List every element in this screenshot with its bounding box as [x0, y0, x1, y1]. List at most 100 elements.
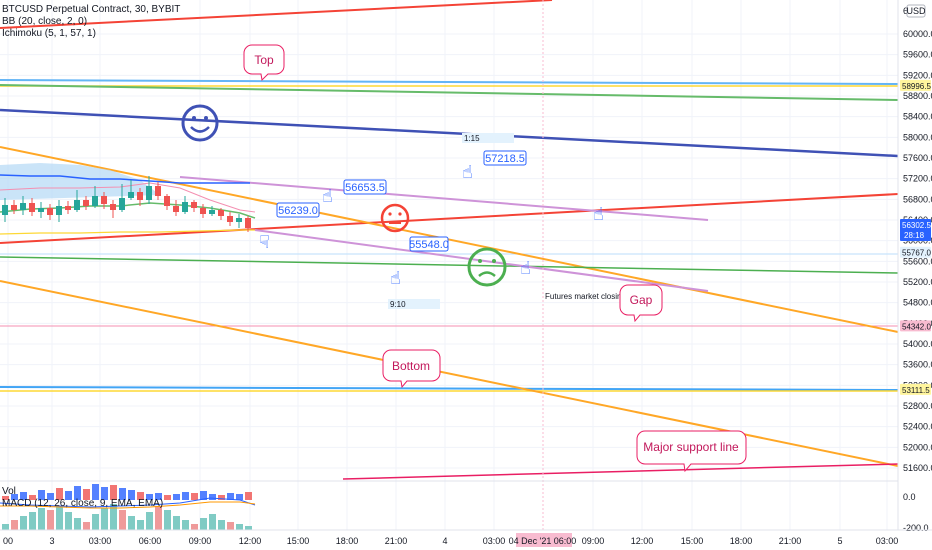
label-56653[interactable]: 56653.5 [343, 179, 387, 195]
macd-bar [74, 518, 81, 530]
label-55548[interactable]: 55548.0 [409, 236, 449, 252]
volume-bar [65, 491, 72, 500]
candle-body [218, 210, 224, 216]
volume-bar [191, 493, 198, 500]
candle-body [119, 198, 125, 210]
volume-bar [110, 485, 117, 500]
candlesticks [2, 176, 251, 232]
price-tag [900, 219, 931, 242]
bubble-top[interactable]: Top [243, 44, 285, 82]
y-tick-label: 54800.0 [903, 298, 932, 308]
x-tick-label: 03:00 [483, 536, 506, 546]
macd-bar [56, 506, 63, 530]
x-tick-label: 21:00 [779, 536, 802, 546]
bubble-major-support-text: Major support line [643, 440, 739, 454]
legend-vol: Vol [2, 486, 16, 497]
volume-bar [92, 484, 99, 500]
volume-bar [38, 490, 45, 500]
price-axis[interactable]: 60000.0 59600.0 59200.0 58800.0 58400.0 58000… [897, 0, 932, 550]
bubble-bottom[interactable]: Bottom [382, 349, 441, 389]
volume-bar [173, 494, 180, 500]
x-tick-label: 03:00 [89, 536, 112, 546]
legend-bb: BB (20, close, 2, 0) [2, 16, 87, 27]
crosshair-date-badge [516, 533, 572, 547]
svg-text:☝: ☝ [462, 162, 473, 183]
macd-bar [20, 516, 27, 530]
y-tick-label: 60000.0 [903, 29, 932, 39]
volume-bar [146, 494, 153, 500]
candle-body [101, 196, 107, 204]
candle-body [164, 196, 170, 206]
volume-bar [218, 495, 225, 500]
volume-bars [2, 484, 252, 500]
futures-note-text: Futures market closing [545, 292, 626, 301]
y-tick-label: 56800.0 [903, 194, 932, 204]
x-tick-label: 12:00 [239, 536, 262, 546]
trendline-orange-upper [0, 146, 899, 333]
futures-note: Futures market closing [545, 292, 626, 301]
volume-bar [155, 493, 162, 500]
neutral-face-red-icon [380, 203, 410, 233]
trendline-violet-upper [179, 176, 709, 221]
volume-bar [47, 493, 54, 500]
volume-bar [164, 495, 171, 500]
candle-body [155, 186, 161, 196]
candle-body [137, 192, 143, 200]
legend-macd: MACD (12, 26, close, 9, EMA, EMA) [2, 498, 163, 509]
svg-text:☝: ☝ [593, 204, 604, 225]
volume-bar [29, 495, 36, 500]
trendline-red-rising [0, 193, 899, 244]
price-tag [900, 320, 931, 332]
x-tick-label: 12:00 [631, 536, 654, 546]
label-56239[interactable]: 56239.0 [276, 202, 320, 218]
trendline-orange-lower [0, 280, 899, 467]
price-tag [900, 383, 931, 395]
y-tick-label: 53600.0 [903, 360, 932, 370]
label-56653-text: 56653.5 [345, 182, 385, 194]
x-tick-label: 21:00 [385, 536, 408, 546]
x-tick-label: 15:00 [287, 536, 310, 546]
price-tag-value: 56302.5 [902, 221, 931, 230]
svg-text:☝: ☝ [520, 258, 531, 279]
volume-bar [11, 494, 18, 500]
volume-bar [209, 494, 216, 500]
price-tag-countdown: 28:18 [904, 231, 925, 240]
price-tag-value: 54342.0 [902, 322, 931, 331]
macd-bar [83, 522, 90, 530]
candle-body [110, 204, 116, 210]
volume-bar [236, 494, 243, 500]
time-axis[interactable]: 00 3 03:00 06:00 09:00 12:00 15:00 18:00 21:00 4 0… [0, 529, 932, 547]
time-note-9-10: 9:10 [388, 299, 440, 309]
y-tick-label: 52400.0 [903, 422, 932, 432]
x-tick-label: 5 [837, 536, 842, 546]
legend-symbol: BTCUSD Perpetual Contract, 30, BYBIT [2, 4, 180, 15]
candle-body [38, 208, 44, 212]
candle-body [173, 206, 179, 212]
candle-body [2, 205, 8, 215]
candle-body [200, 208, 206, 214]
sad-face-green-icon [467, 247, 507, 287]
macd-bar [137, 520, 144, 530]
currency-badge[interactable] [906, 4, 926, 18]
macd-bar [128, 516, 135, 530]
hline-top-blue [0, 79, 899, 85]
pointer-icon-5: ☝ [593, 204, 604, 225]
macd-bar [245, 526, 252, 530]
hline-bottom-blue [0, 386, 899, 391]
y-tick-label: 57600.0 [903, 153, 932, 163]
y-tick-label: 54000.0 [903, 339, 932, 349]
macd-bar [119, 510, 126, 530]
label-57218[interactable]: 57218.5 [483, 150, 527, 166]
x-tick-label: 03:00 [876, 536, 899, 546]
y-tick-label: 58400.0 [903, 112, 932, 122]
ichimoku-cloud [0, 163, 160, 200]
x-tick-label: 09:00 [582, 536, 605, 546]
price-tag-value: 53111.5 [902, 386, 930, 395]
macd-line [0, 497, 256, 509]
trendline-blue-falling [0, 108, 899, 158]
bubble-gap[interactable]: Gap [619, 284, 663, 323]
volume-bar [182, 492, 189, 500]
bubble-major-support[interactable]: Major support line [636, 430, 747, 473]
